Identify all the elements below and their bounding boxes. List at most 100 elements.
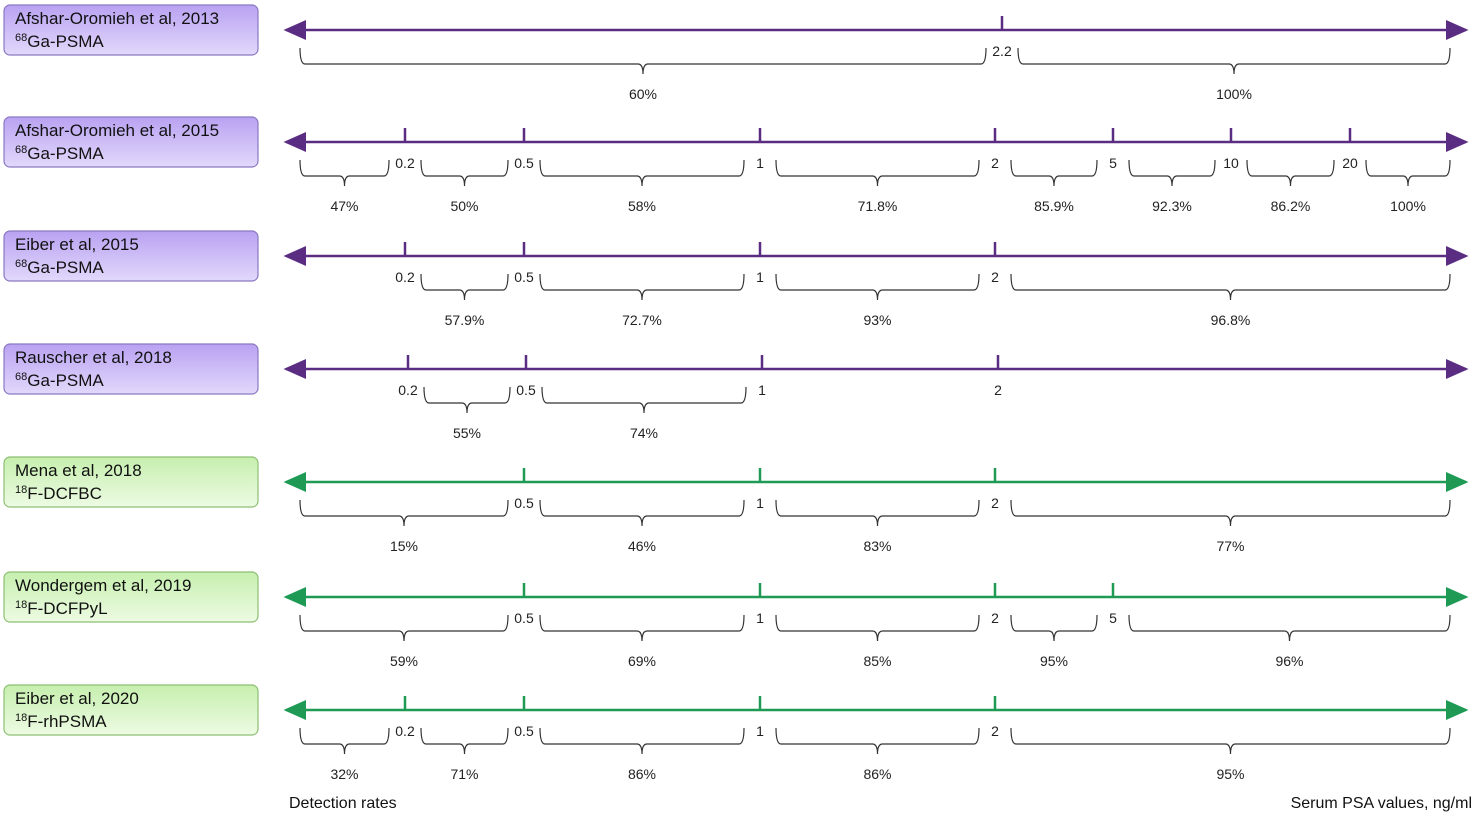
isotope: 68: [15, 32, 27, 44]
bracket: [1010, 159, 1098, 187]
detection-rate: 96.8%: [1211, 312, 1251, 328]
bracket: [1017, 47, 1451, 75]
study-box: [3, 230, 259, 282]
bracket: [1128, 159, 1216, 187]
study-box: [3, 571, 259, 623]
threshold-label: 2: [994, 382, 1002, 398]
threshold-label: 0.5: [514, 155, 534, 171]
tracer: 18F-DCFBC: [15, 484, 102, 503]
detection-rate: 47%: [330, 198, 358, 214]
tracer-name: Ga-PSMA: [27, 371, 104, 390]
study-name: Eiber et al, 2015: [15, 235, 139, 254]
isotope: 68: [15, 371, 27, 383]
bracket: [539, 499, 745, 527]
threshold-label: 1: [756, 269, 764, 285]
detection-rate: 58%: [628, 198, 656, 214]
bracket: [775, 727, 980, 755]
threshold-label: 0.2: [395, 155, 415, 171]
detection-rate: 86%: [628, 766, 656, 782]
detection-rate: 83%: [863, 538, 891, 554]
tracer-name: F-rhPSMA: [27, 712, 107, 731]
isotope: 18: [15, 712, 27, 724]
detection-rate: 55%: [453, 425, 481, 441]
tracer-name: F-DCFPyL: [27, 599, 107, 618]
detection-rate: 93%: [863, 312, 891, 328]
threshold-label: 2: [991, 610, 999, 626]
bracket: [299, 614, 509, 642]
detection-rate: 85.9%: [1034, 198, 1074, 214]
detection-rate: 100%: [1390, 198, 1426, 214]
isotope: 68: [15, 144, 27, 156]
tracer-name: Ga-PSMA: [27, 258, 104, 277]
detection-rate: 71%: [450, 766, 478, 782]
study-name: Afshar-Oromieh et al, 2015: [15, 121, 219, 140]
detection-rate: 92.3%: [1152, 198, 1192, 214]
detection-rate: 50%: [450, 198, 478, 214]
detection-rate: 15%: [390, 538, 418, 554]
tracer: 18F-DCFPyL: [15, 599, 108, 618]
bracket: [420, 159, 509, 187]
threshold-label: 1: [756, 495, 764, 511]
study-box: [3, 343, 259, 395]
detection-rate: 85%: [863, 653, 891, 669]
detection-rate: 59%: [390, 653, 418, 669]
bracket: [1010, 273, 1451, 301]
bracket: [299, 159, 390, 187]
bracket: [541, 386, 747, 414]
isotope: 18: [15, 484, 27, 496]
bracket: [1010, 499, 1451, 527]
study-box: [3, 4, 259, 56]
detection-rate: 72.7%: [622, 312, 662, 328]
bracket: [775, 159, 980, 187]
threshold-label: 2.2: [992, 43, 1012, 59]
detection-rate: 71.8%: [858, 198, 898, 214]
detection-rate: 100%: [1216, 86, 1252, 102]
threshold-label: 0.2: [398, 382, 418, 398]
tracer: 68Ga-PSMA: [15, 371, 104, 390]
bracket: [1246, 159, 1335, 187]
tracer: 68Ga-PSMA: [15, 144, 104, 163]
footer-right: Serum PSA values, ng/ml: [1291, 795, 1472, 812]
study-name: Rauscher et al, 2018: [15, 348, 172, 367]
study-name: Afshar-Oromieh et al, 2013: [15, 9, 219, 28]
tracer: 68Ga-PSMA: [15, 32, 104, 51]
study-name: Eiber et al, 2020: [15, 689, 139, 708]
bracket: [1010, 614, 1098, 642]
threshold-label: 0.2: [395, 723, 415, 739]
threshold-label: 5: [1109, 155, 1117, 171]
threshold-label: 0.5: [514, 723, 534, 739]
threshold-label: 0.5: [514, 610, 534, 626]
threshold-label: 20: [1342, 155, 1358, 171]
bracket: [775, 273, 980, 301]
threshold-label: 0.5: [514, 495, 534, 511]
detection-rate: 86%: [863, 766, 891, 782]
footer-left: Detection rates: [289, 795, 397, 812]
bracket: [539, 614, 745, 642]
bracket: [775, 499, 980, 527]
threshold-label: 2: [991, 723, 999, 739]
bracket: [775, 614, 980, 642]
bracket: [1010, 727, 1451, 755]
threshold-label: 1: [756, 610, 764, 626]
threshold-label: 2: [991, 155, 999, 171]
bracket: [420, 273, 509, 301]
bracket: [539, 727, 745, 755]
bracket: [299, 47, 987, 75]
study-box: [3, 116, 259, 168]
detection-rate: 32%: [330, 766, 358, 782]
detection-rate: 57.9%: [445, 312, 485, 328]
isotope: 18: [15, 599, 27, 611]
threshold-label: 1: [756, 155, 764, 171]
detection-rate: 77%: [1216, 538, 1244, 554]
threshold-label: 5: [1109, 610, 1117, 626]
bracket: [539, 159, 745, 187]
threshold-label: 0.2: [395, 269, 415, 285]
bracket: [420, 727, 509, 755]
tracer-name: F-DCFBC: [27, 484, 102, 503]
detection-rate: 69%: [628, 653, 656, 669]
tracer-name: Ga-PSMA: [27, 144, 104, 163]
threshold-label: 0.5: [516, 382, 536, 398]
threshold-label: 2: [991, 495, 999, 511]
detection-rate: 95%: [1216, 766, 1244, 782]
